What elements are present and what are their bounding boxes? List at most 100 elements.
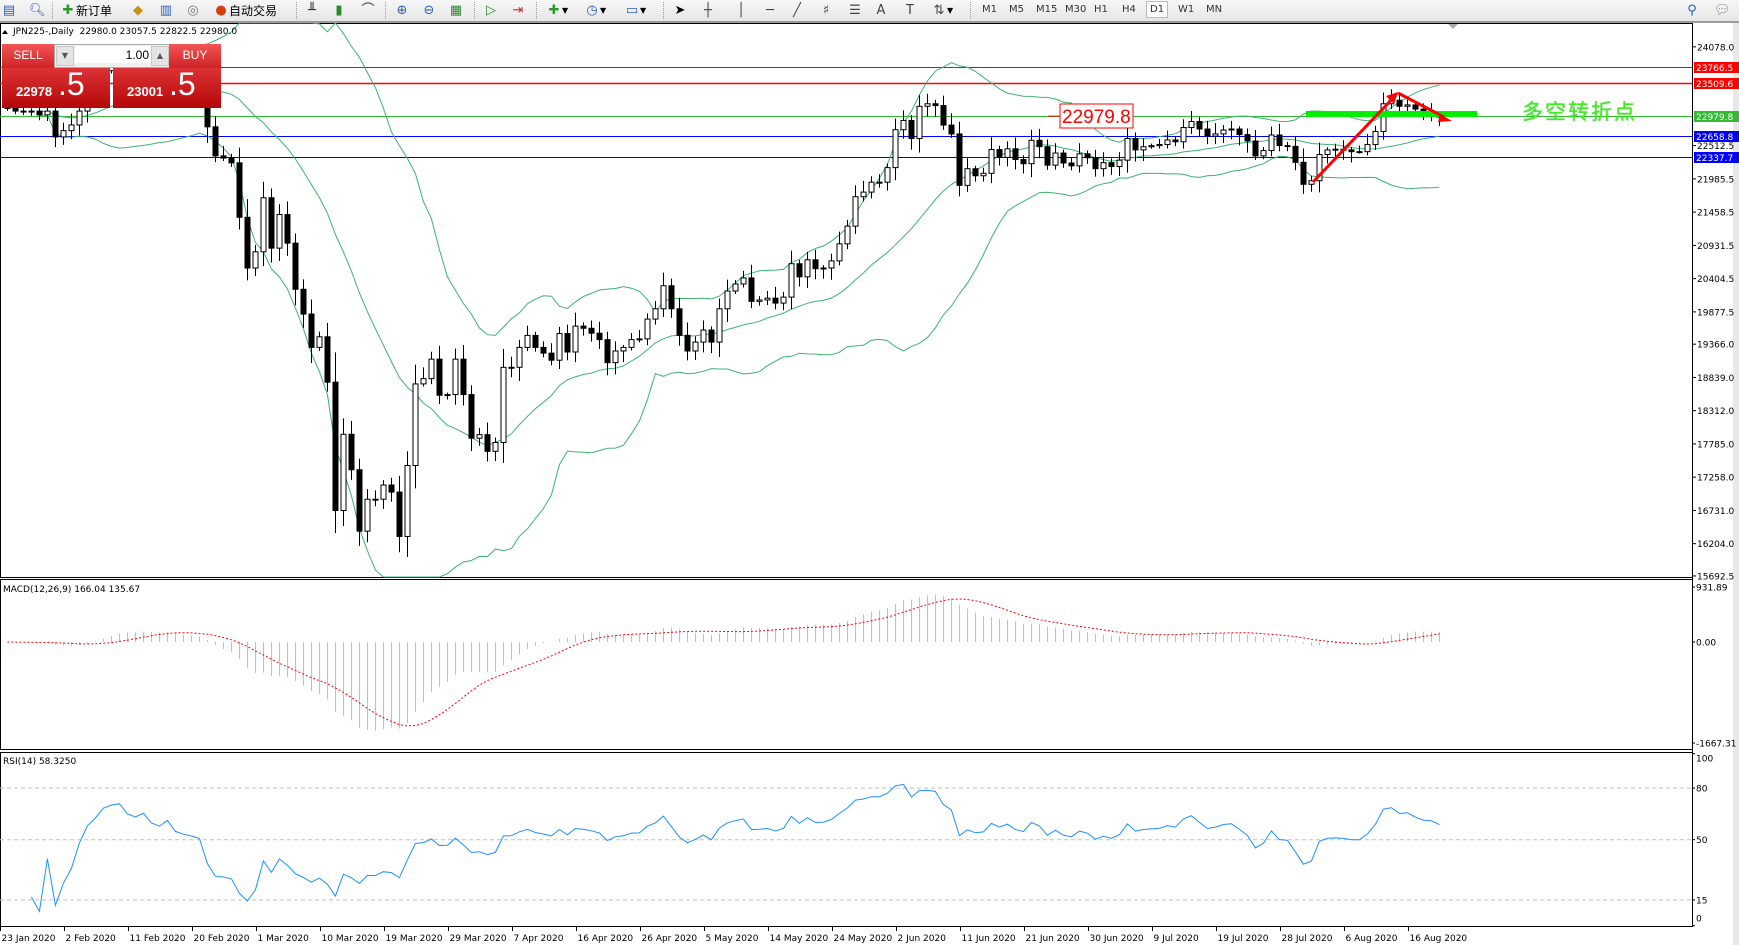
candle[interactable] <box>668 278 675 318</box>
candle[interactable] <box>492 437 499 462</box>
candle[interactable] <box>1140 138 1147 161</box>
volume-input[interactable] <box>75 46 151 63</box>
candle[interactable] <box>276 204 283 261</box>
candle[interactable] <box>588 320 595 342</box>
timeframe-d1[interactable]: D1 <box>1146 1 1169 18</box>
candle[interactable] <box>244 199 251 281</box>
timeframe-w1[interactable]: W1 <box>1178 4 1195 15</box>
candle[interactable] <box>1196 116 1203 137</box>
candle[interactable] <box>748 264 755 309</box>
zoom-out-button[interactable]: ⊖ <box>421 1 437 20</box>
bar-chart-button[interactable]: ╨ <box>304 1 320 20</box>
candle[interactable] <box>284 201 291 256</box>
candle[interactable] <box>732 280 739 294</box>
arrows-button[interactable]: ⇅ ▼ <box>931 1 954 20</box>
candle[interactable] <box>812 249 819 280</box>
candle[interactable] <box>788 250 795 310</box>
candle[interactable] <box>708 326 715 354</box>
candle[interactable] <box>716 298 723 357</box>
candle[interactable] <box>564 324 571 361</box>
candle[interactable] <box>1220 124 1227 143</box>
candle[interactable] <box>1028 129 1035 178</box>
candle[interactable] <box>1044 139 1051 170</box>
text-button[interactable]: A <box>873 1 889 20</box>
indicators-button[interactable]: ✚ ▼ <box>546 1 569 20</box>
crosshair-button[interactable]: ┼ <box>700 1 716 20</box>
candle[interactable] <box>988 137 995 184</box>
candle[interactable] <box>1276 123 1283 152</box>
candle[interactable] <box>1116 152 1123 176</box>
candle[interactable] <box>388 477 395 502</box>
candle[interactable] <box>604 331 611 376</box>
timeframe-m1[interactable]: M1 <box>982 4 997 15</box>
candle[interactable] <box>852 185 859 234</box>
candle[interactable] <box>924 93 931 117</box>
vertical-line-button[interactable]: │ <box>733 1 749 20</box>
candle[interactable] <box>972 165 979 182</box>
candle[interactable] <box>316 331 323 351</box>
sell-price[interactable]: 22978 .5 <box>2 66 110 108</box>
candle[interactable] <box>468 385 475 451</box>
candle[interactable] <box>1092 149 1099 177</box>
trendline-button[interactable]: ╱ <box>789 1 805 20</box>
timeframe-h4[interactable]: H4 <box>1122 4 1136 15</box>
candle[interactable] <box>652 301 659 325</box>
candle[interactable] <box>1204 120 1211 145</box>
horizontal-line-button[interactable]: ─ <box>762 1 778 20</box>
candle[interactable] <box>1372 125 1379 150</box>
candle[interactable] <box>580 322 587 336</box>
candle[interactable] <box>596 321 603 350</box>
candle[interactable] <box>260 181 267 267</box>
candle[interactable] <box>364 489 371 543</box>
candle[interactable] <box>252 244 259 276</box>
timeframe-mn[interactable]: MN <box>1206 4 1223 15</box>
candle[interactable] <box>820 265 827 279</box>
candle[interactable] <box>1236 126 1243 146</box>
candle[interactable] <box>28 108 35 116</box>
candle[interactable] <box>68 113 75 140</box>
candle[interactable] <box>220 145 227 162</box>
candle[interactable] <box>268 188 275 263</box>
candle[interactable] <box>756 296 763 306</box>
candle[interactable] <box>556 326 563 369</box>
candlestick-button[interactable]: ▮ <box>331 1 347 20</box>
auto-trading-button[interactable]: ● 自动交易 <box>213 1 277 20</box>
candle[interactable] <box>340 418 347 527</box>
candle[interactable] <box>996 145 1003 166</box>
chart-shift-marker-icon[interactable] <box>1448 24 1458 29</box>
timeframe-m15[interactable]: M15 <box>1036 4 1058 15</box>
candle[interactable] <box>764 290 771 306</box>
collapse-triangle-icon[interactable] <box>2 30 8 34</box>
candle[interactable] <box>436 345 443 405</box>
candle[interactable] <box>868 176 875 199</box>
candle[interactable] <box>1108 158 1115 175</box>
zoom-in-button[interactable]: ⊕ <box>394 1 410 20</box>
candle[interactable] <box>1244 128 1251 153</box>
candle[interactable] <box>1084 150 1091 164</box>
candle[interactable] <box>1396 94 1403 113</box>
candle[interactable] <box>724 279 731 323</box>
candle[interactable] <box>644 313 651 346</box>
search-button[interactable]: ⚲ <box>1684 1 1700 20</box>
candle[interactable] <box>796 259 803 287</box>
sell-button[interactable]: SELL <box>2 44 54 69</box>
candle[interactable] <box>1020 155 1027 174</box>
candle[interactable] <box>1284 141 1291 152</box>
candle[interactable] <box>236 147 243 230</box>
candle[interactable] <box>700 320 707 353</box>
candle[interactable] <box>844 219 851 250</box>
fibonacci-button[interactable]: ♯ <box>818 1 834 20</box>
templates-button[interactable]: ▭ ▼ <box>625 2 647 18</box>
candle[interactable] <box>460 345 467 406</box>
candle[interactable] <box>1068 157 1075 171</box>
candle[interactable] <box>828 253 835 280</box>
candle[interactable] <box>1300 148 1307 194</box>
cursor-button[interactable]: ➤ <box>672 1 688 20</box>
candle[interactable] <box>476 427 483 446</box>
candle[interactable] <box>532 331 539 352</box>
chat-button[interactable]: 💬︎ <box>1714 1 1731 20</box>
fibo-channel-button[interactable]: ☰ <box>847 1 863 20</box>
candle[interactable] <box>1348 146 1355 163</box>
candle[interactable] <box>508 356 515 378</box>
candle[interactable] <box>964 158 971 192</box>
